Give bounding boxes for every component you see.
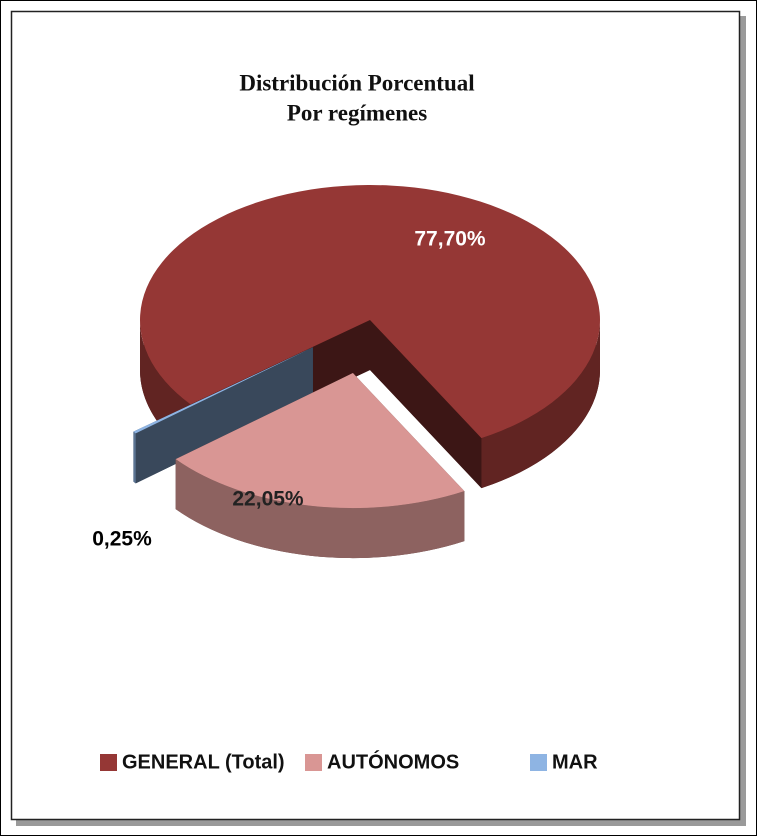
chart-title: Por regímenes [287,100,427,125]
legend-swatch [100,754,117,771]
value-label: 0,25% [92,528,152,551]
pie: 77,70% 22,05% 0,25% [92,185,601,559]
legend-label: GENERAL (Total) [122,751,285,773]
legend-swatch [305,754,322,771]
slice-side [175,459,465,559]
slice [175,373,465,509]
legend-label: MAR [552,751,598,773]
value-label: 22,05% [232,488,304,511]
legend: GENERAL (Total) AUTÓNOMOS MAR [100,749,598,773]
slice-side [481,320,601,489]
slice-face [133,347,313,482]
slice-face [370,320,482,489]
chart-title: Distribución Porcentual [239,70,474,95]
value-label: 77,70% [414,228,486,251]
slice-side [133,431,136,484]
slice [133,347,313,434]
slice [140,185,601,439]
legend-swatch [530,754,547,771]
legend-label: AUTÓNOMOS [327,749,459,773]
